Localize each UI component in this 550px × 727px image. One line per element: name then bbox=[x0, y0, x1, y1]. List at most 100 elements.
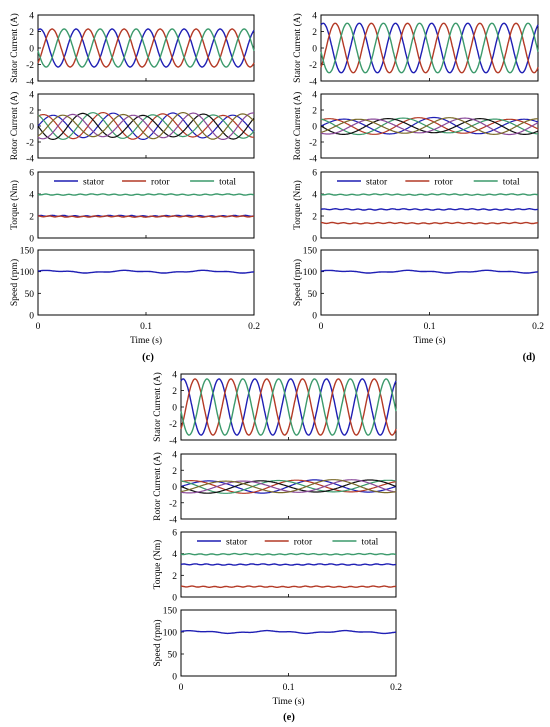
y-tick-label: 0 bbox=[312, 312, 317, 322]
y-tick-label: 2 bbox=[29, 28, 34, 38]
y-tick-label: 0 bbox=[172, 594, 177, 604]
speed-line bbox=[180, 629, 396, 635]
y-tick-label: 150 bbox=[20, 247, 35, 257]
y-tick-label: 50 bbox=[25, 290, 35, 300]
stator-current-phase-1 bbox=[320, 22, 539, 74]
y-tick-label: 4 bbox=[312, 91, 317, 101]
y-tick-label: 4 bbox=[312, 12, 317, 22]
y-tick-label: 0 bbox=[29, 45, 34, 55]
stator-current-phase-2 bbox=[180, 378, 397, 436]
x-tick-label: 0.2 bbox=[390, 683, 402, 693]
y-axis-label: Stator Current (A) bbox=[9, 13, 20, 83]
y-tick-label: 0 bbox=[312, 235, 317, 245]
y-tick-label: 4 bbox=[172, 451, 177, 461]
y-tick-label: 0 bbox=[172, 673, 177, 683]
y-tick-label: -2 bbox=[309, 61, 317, 71]
torque-line-total bbox=[37, 193, 255, 196]
subplot-frame bbox=[37, 249, 255, 316]
y-tick-label: 50 bbox=[308, 290, 318, 300]
y-tick-label: 50 bbox=[168, 651, 178, 661]
torque-line-stator bbox=[180, 563, 397, 566]
y-tick-label: 100 bbox=[163, 629, 178, 639]
x-tick-label: 0.2 bbox=[248, 322, 260, 332]
stator-current-phase-3 bbox=[320, 22, 539, 74]
y-axis-label: Stator Current (A) bbox=[292, 13, 303, 83]
y-axis-label: Speed (rpm) bbox=[9, 259, 20, 306]
chart-panel-d: 4 2 0 -2 -4 Stator Current (A) 4 2 0 -2 -4 Rotor Cu… bbox=[292, 12, 544, 364]
legend-label-stator: stator bbox=[83, 178, 105, 188]
stator-current-phase-3 bbox=[180, 378, 397, 436]
x-tick-label: 0.1 bbox=[140, 322, 152, 332]
panel-label: (c) bbox=[142, 352, 154, 363]
torque-line-rotor bbox=[37, 215, 254, 218]
legend-label-rotor: rotor bbox=[151, 178, 170, 188]
y-tick-label: 6 bbox=[29, 169, 34, 179]
subplot-frame bbox=[180, 609, 397, 677]
y-axis-label: Speed (rpm) bbox=[152, 619, 163, 666]
y-axis-label: Torque (Nm) bbox=[9, 180, 20, 230]
y-tick-label: -4 bbox=[309, 78, 317, 88]
panel-label: (e) bbox=[283, 712, 295, 723]
subplot-torque: 6 4 2 0 Torque (Nm) stator rotor total bbox=[292, 169, 539, 245]
x-axis-label: Time (s) bbox=[272, 696, 304, 707]
legend-label-total: total bbox=[219, 178, 236, 188]
legend-label-total: total bbox=[503, 178, 520, 188]
y-tick-label: 0 bbox=[29, 235, 34, 245]
legend-label-stator: stator bbox=[366, 178, 388, 188]
subplot-stator-current: 4 2 0 -2 -4 Stator Current (A) bbox=[152, 371, 397, 447]
y-tick-label: -4 bbox=[309, 155, 317, 165]
rotor-current-phase-3 bbox=[37, 112, 255, 140]
y-tick-label: 0 bbox=[312, 123, 317, 133]
y-axis-label: Speed (rpm) bbox=[292, 259, 303, 306]
y-tick-label: 2 bbox=[172, 387, 177, 397]
y-tick-label: -4 bbox=[169, 437, 177, 447]
y-tick-label: 100 bbox=[303, 268, 318, 278]
y-tick-label: -2 bbox=[309, 139, 317, 149]
speed-line bbox=[37, 269, 255, 274]
torque-line-total bbox=[320, 193, 539, 196]
subplot-stator-current: 4 2 0 -2 -4 Stator Current (A) bbox=[9, 12, 255, 88]
torque-line-rotor bbox=[320, 221, 538, 225]
y-axis-label: Rotor Current (A) bbox=[292, 92, 303, 161]
y-tick-label: 4 bbox=[29, 12, 34, 22]
x-axis-label: Time (s) bbox=[130, 335, 162, 346]
y-tick-label: 2 bbox=[172, 572, 177, 582]
x-tick-label: 0.1 bbox=[283, 683, 295, 693]
x-tick-label: 0.2 bbox=[532, 322, 544, 332]
y-tick-label: 0 bbox=[172, 483, 177, 493]
panel-label: (d) bbox=[523, 352, 536, 363]
speed-line bbox=[320, 269, 539, 274]
y-tick-label: -4 bbox=[169, 516, 177, 526]
y-tick-label: 0 bbox=[29, 123, 34, 133]
subplot-rotor-current: 4 2 0 -2 -4 Rotor Current (A) bbox=[292, 91, 539, 165]
y-axis-label: Stator Current (A) bbox=[152, 372, 163, 442]
y-tick-label: 150 bbox=[163, 607, 178, 617]
x-axis-label: Time (s) bbox=[413, 335, 445, 346]
subplot-frame bbox=[320, 249, 539, 316]
chart-panel-e: 4 2 0 -2 -4 Stator Current (A) 4 2 0 -2 -4 Rotor Cu… bbox=[152, 371, 402, 724]
subplot-speed: 150 100 50 0 Speed (rpm) bbox=[152, 607, 397, 683]
y-axis-label: Torque (Nm) bbox=[292, 180, 303, 230]
subplot-torque: 6 4 2 0 Torque (Nm) stator rotor total bbox=[9, 169, 255, 245]
torque-line-rotor bbox=[181, 585, 397, 589]
stator-current-phase-1 bbox=[37, 28, 255, 68]
stator-current-phase-2 bbox=[37, 28, 255, 68]
y-tick-label: 2 bbox=[312, 107, 317, 117]
y-tick-label: 2 bbox=[29, 107, 34, 117]
rotor-current-phase-6 bbox=[180, 479, 397, 494]
y-tick-label: 2 bbox=[312, 213, 317, 223]
legend-label-total: total bbox=[361, 538, 378, 548]
legend-label-rotor: rotor bbox=[434, 178, 453, 188]
y-tick-label: -4 bbox=[26, 155, 34, 165]
y-tick-label: 0 bbox=[29, 312, 34, 322]
y-tick-label: 2 bbox=[312, 28, 317, 38]
subplot-frame bbox=[37, 14, 255, 82]
rotor-current-phase-3 bbox=[320, 117, 538, 136]
rotor-current-phase-6 bbox=[320, 117, 538, 135]
subplot-stator-current: 4 2 0 -2 -4 Stator Current (A) bbox=[292, 12, 539, 88]
subplot-speed: 150 100 50 0 Speed (rpm) bbox=[292, 247, 539, 322]
x-tick-label: 0 bbox=[179, 683, 184, 693]
y-tick-label: 4 bbox=[172, 550, 177, 560]
y-tick-label: 4 bbox=[29, 91, 34, 101]
